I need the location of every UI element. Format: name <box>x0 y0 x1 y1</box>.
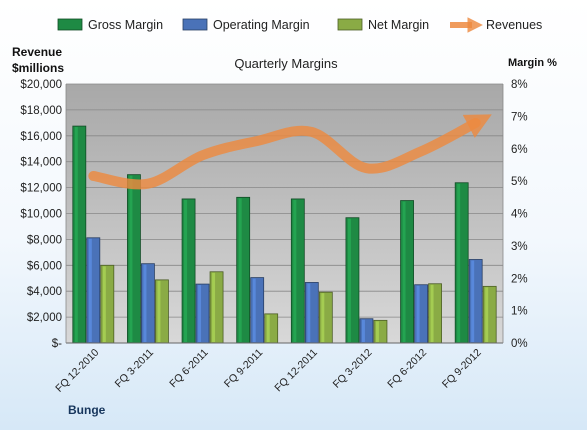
operating-margin-bar <box>359 318 374 344</box>
company-label: Bunge <box>68 403 106 417</box>
left-tick-label: $18,000 <box>20 105 62 117</box>
net-margin-bar <box>428 283 442 344</box>
category-tick-label: FQ 9-2011 <box>222 347 266 391</box>
net-margin-bar <box>209 271 224 344</box>
legend-swatch-icon <box>182 18 208 31</box>
legend-label: Gross Margin <box>88 18 163 32</box>
gross-margin-bar <box>454 182 469 344</box>
net-margin-bar <box>482 285 497 344</box>
legend-label: Revenues <box>486 18 542 32</box>
left-tick-label: $8,000 <box>27 234 62 246</box>
left-tick-label: $- <box>52 338 62 350</box>
gross-margin-bar <box>181 198 196 344</box>
gross-margin-bar <box>400 200 414 344</box>
right-tick-label: 5% <box>511 176 528 188</box>
right-tick-label: 4% <box>511 209 528 221</box>
right-tick-label: 3% <box>511 241 528 253</box>
legend-item-gross-margin: Gross Margin <box>57 18 163 32</box>
right-tick-label: 7% <box>511 111 528 123</box>
category-tick-label: FQ 6-2011 <box>167 347 211 391</box>
legend-swatch-icon <box>57 18 83 31</box>
legend-item-revenues: Revenues <box>450 17 542 33</box>
left-tick-label: $14,000 <box>20 157 62 169</box>
legend-swatch-icon <box>337 18 363 31</box>
legend-item-operating-margin: Operating Margin <box>182 18 310 32</box>
revenue-line <box>88 114 492 190</box>
right-axis-title: Margin % <box>508 57 557 69</box>
operating-margin-bar <box>195 283 210 344</box>
legend: Gross Margin Operating Margin Net Margin Re… <box>57 17 542 33</box>
right-tick-label: 8% <box>511 79 528 91</box>
bars <box>72 125 497 344</box>
chart-text: Quarterly Margins Revenue $millions Marg… <box>12 45 557 417</box>
net-margin-bar <box>155 279 169 344</box>
operating-margin-bar <box>304 282 319 344</box>
legend-item-net-margin: Net Margin <box>337 18 429 32</box>
left-tick-label: $16,000 <box>20 131 62 143</box>
category-tick-label: FQ 3-2012 <box>331 347 375 391</box>
right-tick-label: 1% <box>511 306 528 318</box>
category-tick-label: FQ 12-2011 <box>272 347 320 395</box>
category-tick-label: FQ 9-2012 <box>440 347 484 391</box>
legend-label: Operating Margin <box>213 18 310 32</box>
category-tick-label: FQ 12-2010 <box>53 347 101 395</box>
left-axis-title: Revenue <box>12 45 62 59</box>
gross-margin-bar <box>236 196 251 344</box>
gross-margin-bar <box>127 174 141 344</box>
net-margin-bar <box>264 313 279 344</box>
gross-margin-bar <box>290 198 305 344</box>
net-margin-bar <box>100 264 115 344</box>
operating-margin-bar <box>141 263 155 344</box>
right-tick-label: 6% <box>511 144 528 156</box>
gross-margin-bar <box>72 125 87 344</box>
operating-margin-bar <box>86 237 101 344</box>
category-tick-label: FQ 6-2012 <box>385 347 429 391</box>
revenues-line <box>88 114 492 190</box>
operating-margin-bar <box>468 259 483 344</box>
net-margin-bar <box>373 319 388 344</box>
left-tick-label: $4,000 <box>27 286 62 298</box>
left-tick-label: $6,000 <box>27 260 62 272</box>
left-tick-label: $2,000 <box>27 312 62 324</box>
operating-margin-bar <box>414 284 428 344</box>
left-tick-label: $10,000 <box>20 209 62 221</box>
net-margin-bar <box>318 291 333 344</box>
chart-title: Quarterly Margins <box>234 56 338 71</box>
left-axis-title-line2: $millions <box>12 61 64 75</box>
legend-label: Net Margin <box>368 18 429 32</box>
left-tick-label: $12,000 <box>20 183 62 195</box>
left-tick-label: $20,000 <box>20 79 62 91</box>
operating-margin-bar <box>250 277 265 344</box>
right-tick-label: 0% <box>511 338 528 350</box>
right-tick-label: 2% <box>511 273 528 285</box>
gross-margin-bar <box>345 217 360 344</box>
category-tick-label: FQ 3-2011 <box>113 347 157 391</box>
